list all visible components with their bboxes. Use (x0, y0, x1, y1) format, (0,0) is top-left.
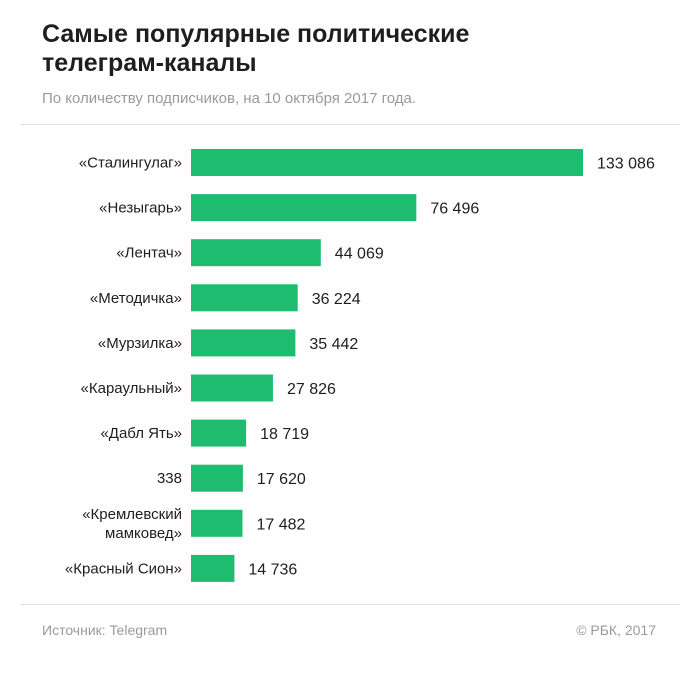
value-label: 18 719 (260, 426, 309, 443)
bar (191, 464, 243, 492)
value-label: 14 736 (248, 561, 297, 578)
bar (191, 419, 247, 447)
category-label: «Методичка» (90, 290, 182, 307)
bar (191, 554, 235, 582)
value-label: 35 442 (309, 336, 358, 353)
chart-title: Самые популярные политические телеграм-к… (42, 20, 470, 77)
value-label: 17 620 (257, 471, 306, 488)
category-label: «Незыгарь» (99, 200, 182, 217)
category-label: «Сталингулаг» (79, 155, 182, 172)
bar (191, 284, 298, 312)
category-label: «Красный Сион» (65, 560, 182, 577)
category-label: «Дабл Ять» (100, 425, 182, 442)
category-label: «Мурзилка» (98, 335, 182, 352)
bottom-divider (20, 604, 680, 605)
top-divider (20, 124, 680, 125)
bar (191, 509, 243, 537)
bar (191, 239, 321, 267)
bar (191, 374, 273, 402)
category-label: 338 (157, 470, 182, 487)
bar (191, 194, 417, 222)
bar (191, 329, 296, 357)
value-label: 76 496 (430, 201, 479, 218)
value-label: 44 069 (335, 246, 384, 263)
copyright-note: © РБК, 2017 (576, 622, 656, 638)
bar (191, 149, 583, 176)
value-label: 17 482 (256, 516, 305, 533)
category-label: «Кремлевский мамковед» (82, 506, 182, 542)
chart-subtitle: По количеству подписчиков, на 10 октября… (42, 90, 417, 107)
value-label: 27 826 (287, 381, 336, 398)
category-label: «Караульный» (81, 380, 182, 397)
value-label: 36 224 (312, 291, 361, 308)
value-label: 133 086 (597, 156, 655, 173)
source-note: Источник: Telegram (42, 622, 168, 638)
category-label: «Лентач» (116, 245, 182, 262)
